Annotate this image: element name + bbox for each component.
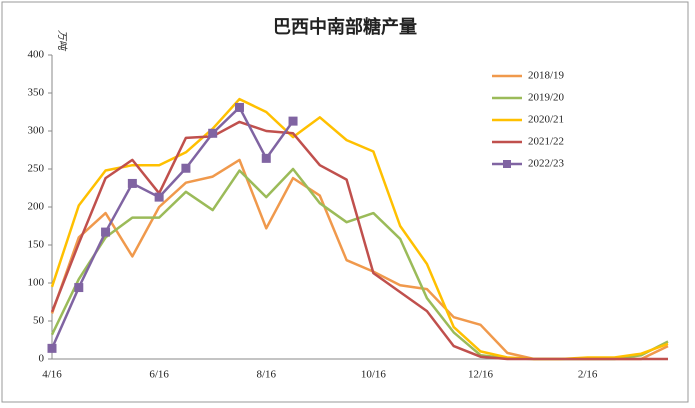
point-marker [47, 343, 57, 353]
y-axis-label: 万吨 [56, 30, 68, 52]
legend-label: 2022/23 [528, 158, 565, 170]
chart-title: 巴西中南部糖产量 [273, 16, 417, 38]
point-marker [208, 128, 218, 138]
point-marker [234, 102, 244, 112]
y-tick-label: 300 [28, 125, 45, 137]
y-tick-label: 350 [28, 87, 45, 99]
y-tick-label: 250 [28, 163, 45, 175]
point-marker [101, 227, 111, 237]
y-tick-label: 50 [33, 315, 45, 327]
x-tick-label: 8/16 [256, 369, 276, 381]
x-tick-label: 4/16 [42, 369, 62, 381]
y-tick-label: 0 [39, 353, 45, 365]
legend-marker [503, 160, 511, 168]
legend-label: 2019/20 [528, 92, 565, 104]
x-tick-label: 10/16 [361, 369, 387, 381]
point-marker [181, 163, 191, 173]
legend-label: 2020/21 [528, 114, 564, 126]
x-tick-label: 2/16 [578, 369, 598, 381]
point-marker [154, 192, 164, 202]
y-tick-label: 100 [28, 277, 45, 289]
point-marker [74, 283, 84, 293]
y-tick-label: 150 [28, 239, 45, 251]
series-line [50, 106, 295, 349]
series-line [50, 120, 668, 361]
point-marker [127, 178, 137, 188]
legend-label: 2018/19 [528, 70, 565, 82]
chart-border [1, 1, 689, 403]
point-marker [261, 153, 271, 163]
point-marker [288, 116, 298, 126]
y-tick-label: 400 [28, 49, 45, 61]
legend-label: 2021/22 [528, 136, 564, 148]
y-tick-label: 200 [28, 201, 45, 213]
x-tick-label: 12/16 [468, 369, 494, 381]
x-tick-label: 6/16 [149, 369, 169, 381]
